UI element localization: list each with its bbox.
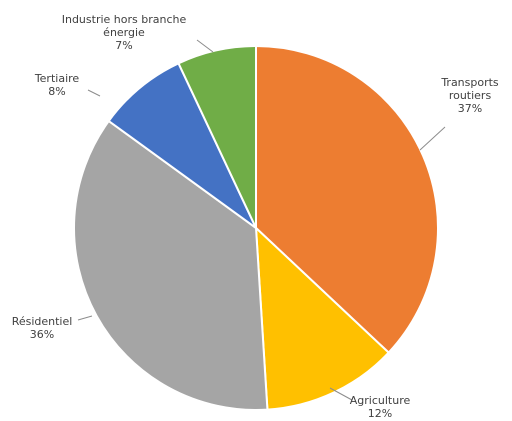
data-label-industrie-hors-branche-nergie: Industrie hors branche énergie 7%	[62, 13, 187, 52]
leader-line-agriculture	[329, 387, 353, 401]
leader-line-transports-routiers	[419, 126, 446, 151]
data-label-transports-routiers: Transports routiers 37%	[440, 76, 499, 115]
data-label-name: Industrie hors branche	[62, 13, 187, 26]
data-label-value: 36%	[30, 328, 54, 341]
data-label-r-sidentiel: Résidentiel 36%	[12, 315, 73, 341]
data-label-name: routiers	[449, 89, 492, 102]
leader-line-industrie-hors-branche-nergie	[196, 39, 214, 53]
data-label-name: Résidentiel	[12, 315, 73, 328]
data-label-value: 8%	[48, 85, 65, 98]
data-label-name: Tertiaire	[34, 72, 80, 85]
pie-slice-industrie-hors-branche-nergie	[177, 44, 257, 229]
pie-slice-agriculture	[254, 225, 391, 411]
leader-line-r-sidentiel	[77, 315, 93, 321]
leader-line-tertiaire	[87, 89, 101, 97]
data-label-value: 12%	[368, 407, 392, 420]
data-label-value: 37%	[458, 102, 482, 115]
data-label-name: Agriculture	[350, 394, 411, 407]
data-label-agriculture: Agriculture 12%	[350, 394, 411, 420]
pie-slice-transports-routiers	[255, 44, 439, 355]
data-label-tertiaire: Tertiaire 8%	[34, 72, 80, 98]
pie-slice-tertiaire	[107, 61, 257, 229]
data-label-name: énergie	[103, 26, 145, 39]
data-label-name: Transports	[440, 76, 499, 89]
pie-slice-r-sidentiel	[73, 119, 269, 411]
data-label-value: 7%	[115, 39, 132, 52]
